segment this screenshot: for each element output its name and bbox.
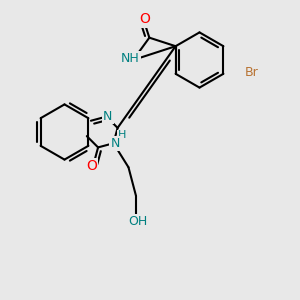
Text: Br: Br [245, 66, 259, 79]
Text: N: N [110, 137, 120, 150]
Text: O: O [86, 159, 97, 173]
Text: NH: NH [121, 52, 140, 65]
Text: OH: OH [128, 215, 147, 228]
Text: N: N [103, 110, 112, 123]
Text: O: O [140, 12, 150, 26]
Text: H: H [118, 130, 126, 140]
